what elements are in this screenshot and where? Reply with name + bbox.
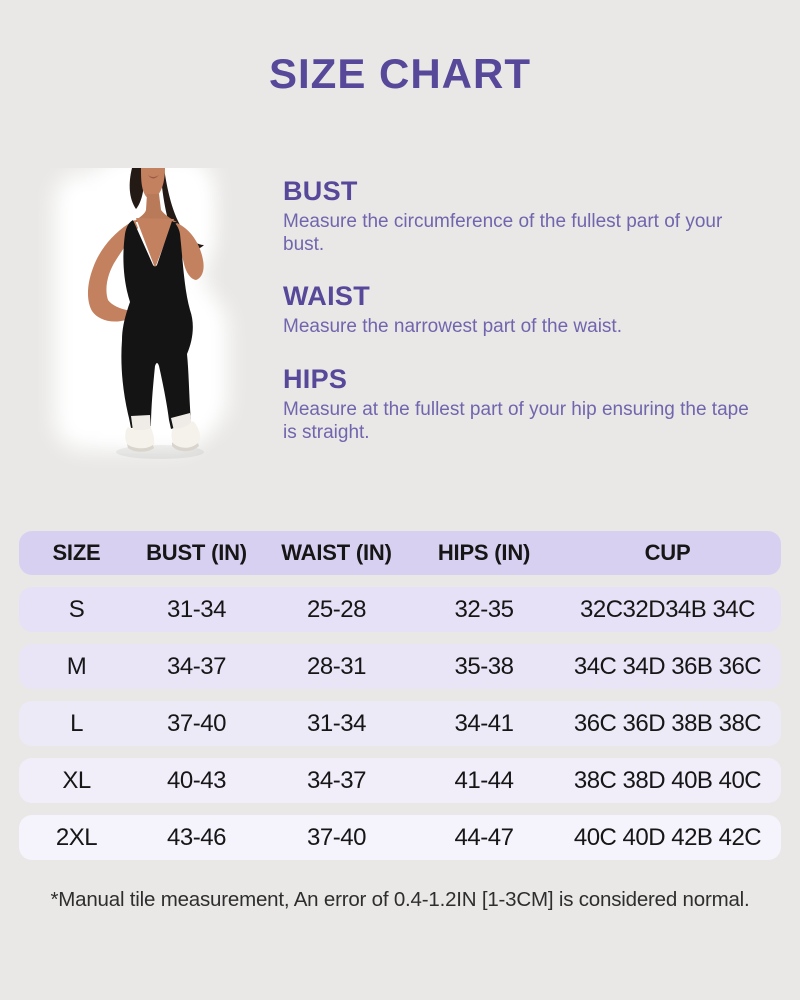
cell-bust: 34-37 [167, 652, 226, 680]
chest-shape [136, 218, 174, 268]
guide-description-hips: Measure at the fullest part of your hip … [283, 398, 749, 443]
cell-size: L [70, 709, 83, 737]
model-photo [38, 168, 282, 470]
cell-waist: 31-34 [307, 709, 366, 737]
table-row-xl: XL 40-43 34-37 41-44 38C 38D 40B 40C [19, 758, 781, 803]
cell-cup: 32C32D34B 34C [580, 595, 755, 623]
model-figure-illustration [87, 168, 204, 459]
guide-description-bust: Measure the circumference of the fullest… [283, 211, 723, 256]
cell-waist: 28-31 [307, 652, 366, 680]
page-title: SIZE CHART [269, 50, 531, 97]
size-table: SIZE BUST (IN) WAIST (IN) HIPS (IN) CUP … [19, 531, 781, 872]
cell-size: XL [62, 766, 91, 794]
guide-heading-bust: BUST [283, 176, 358, 206]
guide-section-waist: WAIST Measure the narrowest part of the … [283, 281, 755, 338]
cell-size: 2XL [55, 823, 98, 851]
table-row-l: L 37-40 31-34 34-41 36C 36D 38B 38C [19, 701, 781, 746]
column-header-bust: BUST (IN) [146, 540, 247, 565]
guide-section-bust: BUST Measure the circumference of the fu… [283, 176, 755, 256]
footnote: *Manual tile measurement, An error of 0.… [50, 888, 750, 911]
table-row-2xl: 2XL 43-46 37-40 44-47 40C 40D 42B 42C [19, 815, 781, 860]
neck-shape [133, 194, 177, 222]
cell-bust: 43-46 [167, 823, 226, 851]
cell-size: S [68, 595, 85, 623]
lips-shape [148, 175, 159, 179]
column-header-hips: HIPS (IN) [437, 540, 531, 565]
cell-cup: 40C 40D 42B 42C [573, 823, 762, 851]
bodysuit-shape [121, 220, 193, 429]
cell-hips: 41-44 [454, 766, 514, 794]
cell-size: M [66, 652, 87, 680]
cell-waist: 34-37 [307, 766, 366, 794]
table-row-s: S 31-34 25-28 32-35 32C32D34B 34C [19, 587, 781, 632]
cell-bust: 37-40 [167, 709, 226, 737]
sneaker-shape [171, 421, 201, 451]
cell-cup: 36C 36D 38B 38C [573, 709, 762, 737]
table-header-row: SIZE BUST (IN) WAIST (IN) HIPS (IN) CUP [19, 531, 781, 575]
cell-hips: 34-41 [454, 709, 514, 737]
guide-description-waist: Measure the narrowest part of the waist. [283, 316, 622, 338]
cell-bust: 31-34 [167, 595, 226, 623]
measurement-guide: BUST Measure the circumference of the fu… [283, 176, 755, 469]
cell-hips: 44-47 [454, 823, 514, 851]
sneaker-sole [172, 442, 199, 452]
column-header-size: SIZE [52, 540, 101, 565]
column-header-cup: CUP [644, 540, 691, 565]
cell-hips: 32-35 [454, 595, 514, 623]
cell-hips: 35-38 [454, 652, 514, 680]
guide-heading-waist: WAIST [283, 281, 370, 312]
table-row-m: M 34-37 28-31 35-38 34C 34D 36B 36C [19, 644, 781, 689]
hair-shape [129, 168, 144, 209]
face-shape [141, 168, 165, 199]
cell-waist: 37-40 [307, 823, 366, 851]
column-header-waist: WAIST (IN) [281, 540, 392, 565]
cell-cup: 34C 34D 36B 36C [573, 652, 762, 680]
guide-heading-hips: HIPS [283, 363, 348, 394]
sock-shape [131, 415, 151, 431]
sneaker-shape [125, 427, 155, 451]
cell-bust: 40-43 [167, 766, 226, 794]
cell-waist: 25-28 [307, 595, 366, 623]
guide-section-hips: HIPS Measure at the fullest part of your… [283, 364, 755, 444]
sneaker-sole [127, 444, 154, 452]
cell-cup: 38C 38D 40B 40C [573, 766, 762, 794]
